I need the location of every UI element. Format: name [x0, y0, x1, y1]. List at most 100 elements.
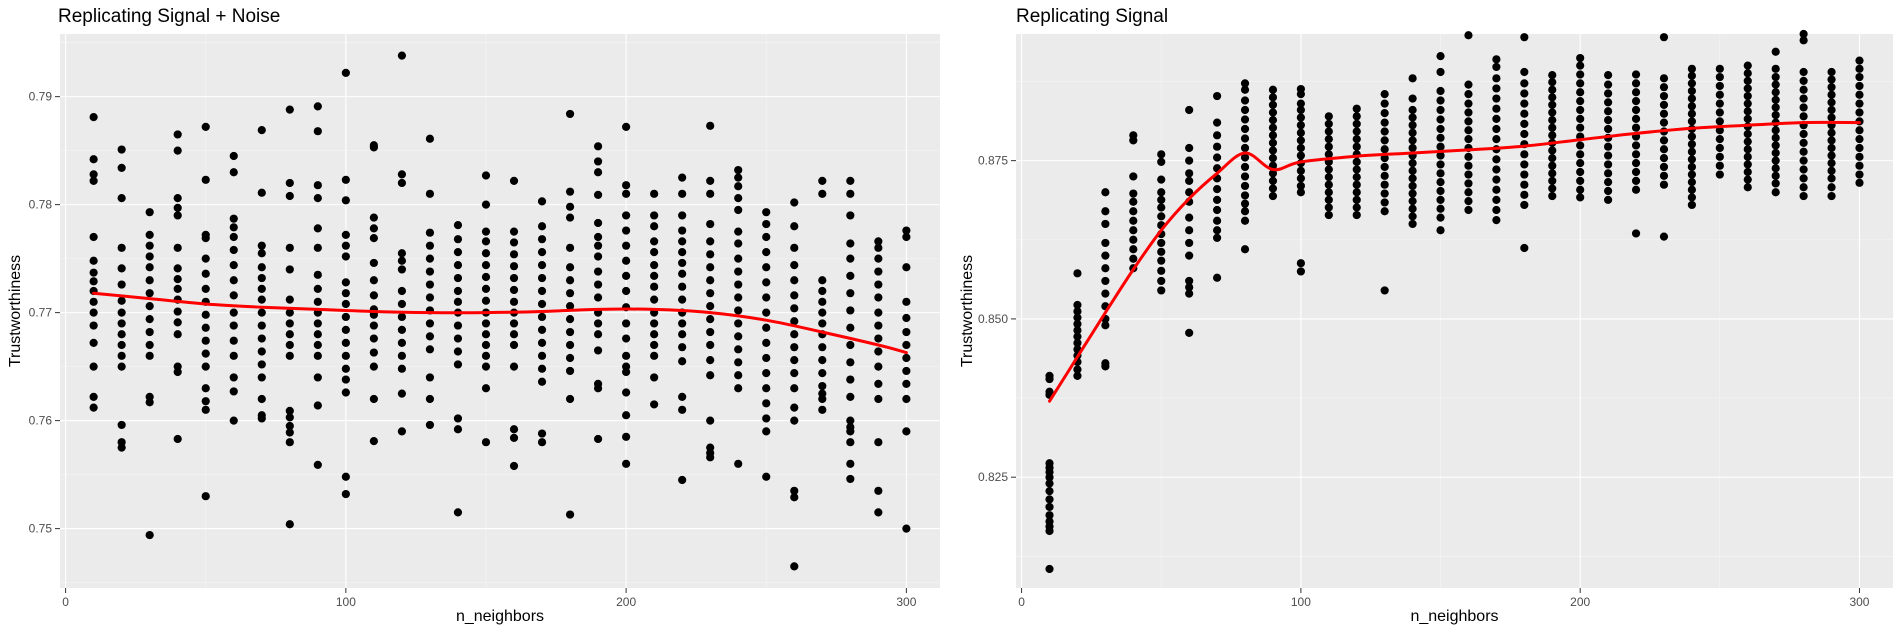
- data-point: [1855, 161, 1864, 170]
- data-point: [425, 241, 435, 250]
- x-axis-label: n_neighbors: [456, 608, 544, 625]
- data-point: [565, 263, 575, 272]
- data-point: [453, 321, 463, 330]
- data-point: [1855, 178, 1864, 187]
- data-point: [257, 360, 266, 369]
- data-point: [846, 416, 855, 425]
- data-point: [145, 276, 154, 285]
- data-point: [1296, 128, 1305, 137]
- data-point: [1631, 123, 1641, 132]
- data-point: [678, 211, 687, 220]
- data-point: [593, 190, 603, 200]
- data-point: [313, 319, 322, 328]
- data-point: [622, 459, 631, 468]
- data-point: [1157, 256, 1166, 265]
- data-point: [846, 254, 855, 263]
- data-point: [509, 340, 519, 350]
- data-point: [1659, 162, 1669, 172]
- data-point: [818, 276, 827, 285]
- data-point: [1268, 146, 1278, 155]
- data-point: [509, 433, 519, 442]
- data-point: [1157, 276, 1166, 286]
- data-point: [173, 434, 182, 444]
- data-point: [481, 171, 491, 180]
- data-point: [313, 194, 322, 203]
- data-point: [1492, 175, 1501, 184]
- data-point: [734, 345, 743, 354]
- data-point: [145, 530, 154, 540]
- data-point: [790, 486, 799, 495]
- data-point: [397, 427, 407, 436]
- data-point: [1464, 152, 1473, 161]
- data-point: [706, 121, 715, 130]
- data-point: [734, 194, 743, 203]
- data-point: [89, 392, 98, 401]
- data-point: [425, 373, 435, 382]
- data-point: [650, 248, 659, 257]
- data-point: [1771, 88, 1780, 97]
- data-point: [285, 330, 294, 339]
- data-point: [1268, 108, 1278, 117]
- data-point: [650, 351, 659, 360]
- data-point: [1576, 141, 1585, 150]
- data-point: [201, 310, 210, 319]
- data-point: [1743, 114, 1752, 123]
- data-point: [1771, 103, 1780, 112]
- data-point: [425, 394, 435, 404]
- data-point: [1436, 67, 1445, 77]
- data-point: [1436, 178, 1445, 187]
- data-point: [481, 340, 491, 350]
- data-point: [874, 438, 883, 447]
- data-point: [846, 438, 855, 447]
- data-point: [734, 165, 743, 175]
- data-point: [1408, 136, 1417, 145]
- data-point: [593, 346, 603, 355]
- data-point: [874, 267, 883, 276]
- data-point: [1268, 100, 1278, 110]
- data-point: [818, 176, 827, 185]
- data-point: [257, 373, 266, 382]
- data-point: [1687, 117, 1697, 126]
- data-point: [1408, 189, 1417, 198]
- data-point: [1324, 172, 1333, 182]
- data-point: [1687, 86, 1697, 96]
- data-point: [1129, 235, 1138, 244]
- data-point: [1520, 180, 1529, 189]
- data-point: [1436, 86, 1445, 96]
- data-point: [1408, 105, 1417, 115]
- data-point: [1492, 135, 1501, 144]
- data-point: [790, 317, 799, 326]
- data-point: [285, 406, 294, 415]
- data-point: [1185, 238, 1194, 248]
- data-point: [1520, 89, 1529, 98]
- data-point: [1212, 142, 1222, 151]
- data-point: [846, 289, 855, 298]
- data-point: [1464, 90, 1473, 99]
- data-point: [790, 330, 799, 339]
- data-point: [902, 353, 911, 363]
- data-point: [1548, 116, 1557, 125]
- data-point: [874, 486, 883, 495]
- data-point: [1408, 166, 1417, 175]
- data-point: [1185, 105, 1194, 115]
- y-tick-label: 0.825: [978, 470, 1008, 484]
- data-point: [1855, 143, 1864, 153]
- data-point: [1548, 93, 1557, 102]
- data-point: [229, 321, 238, 330]
- data-point: [650, 261, 659, 270]
- data-point: [313, 297, 322, 306]
- data-point: [201, 234, 210, 243]
- data-point: [453, 508, 463, 517]
- data-point: [229, 214, 238, 223]
- data-point: [593, 384, 603, 393]
- data-point: [481, 200, 491, 209]
- data-point: [1157, 150, 1166, 159]
- data-point: [145, 230, 154, 239]
- data-point: [1212, 205, 1222, 215]
- data-point: [902, 394, 911, 404]
- data-point: [201, 405, 210, 414]
- data-point: [1073, 371, 1082, 380]
- data-point: [117, 308, 126, 317]
- data-point: [341, 325, 350, 334]
- x-tick-label: 0: [1018, 595, 1025, 609]
